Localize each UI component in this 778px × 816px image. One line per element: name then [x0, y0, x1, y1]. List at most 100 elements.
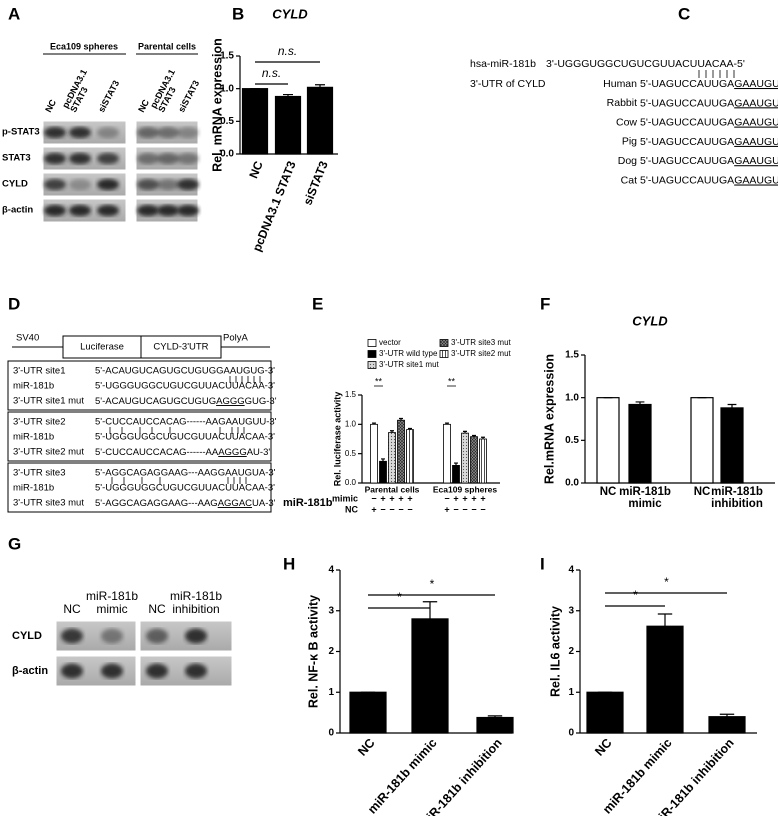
site-sequence: 5'-CUCCAUCCACAG------AAAGGGAU-3' [95, 447, 270, 458]
band [101, 628, 123, 644]
y-tick-label: 0.5 [345, 449, 357, 458]
band [61, 628, 83, 644]
species-name: Cat [621, 174, 637, 186]
binding-site: AGGG [216, 396, 245, 407]
bar [406, 429, 414, 484]
y-tick-label: 0.0 [345, 478, 357, 487]
bar [411, 618, 449, 734]
species-sequence: 5'-UAGUCCAUUGAGAAUGUAA-3' [640, 136, 778, 148]
band [137, 152, 159, 165]
binding-site: GAAUGU [734, 116, 778, 128]
row-label: p-STAT3 [2, 127, 40, 138]
binding-site: GAAUGU [734, 136, 778, 148]
species-sequence: 5'-UAGUCCAUUGAGAAUGUAA-3' [640, 174, 778, 186]
x-tick-label: NC [599, 486, 617, 498]
band [69, 204, 91, 217]
treatment-sign: − [371, 493, 376, 503]
band [185, 628, 207, 644]
treatment-sign: + [453, 493, 458, 503]
mirna-sequence: 3'-UGGGUGGCUGUCGUUACUUACAA-5' [546, 58, 745, 70]
bar [596, 397, 620, 484]
legend-label: 3'-UTR site3 mut [451, 338, 512, 347]
mirna-name: hsa-miR-181b [470, 58, 536, 70]
lane-label: NC [63, 602, 81, 616]
legend-label: vector [379, 338, 401, 347]
significance-label: n.s. [278, 44, 297, 58]
band [146, 628, 168, 644]
construct-label: SV40 [16, 333, 39, 344]
bar [452, 464, 460, 484]
y-tick-label: 0.5 [220, 116, 234, 127]
y-tick-label: 1.0 [565, 392, 579, 403]
band [157, 178, 179, 191]
x-tick-label: Parental cells [365, 484, 420, 494]
treatment-sign: − [407, 504, 412, 514]
site-sequence: 5'-UGGGUGGCUGUCGUUACUUACAA-3' [95, 432, 275, 443]
treatment-sign: − [389, 504, 394, 514]
binding-site: GAAUGU [734, 174, 778, 186]
error-bar [635, 401, 645, 405]
bar [708, 716, 746, 734]
species-sequence: 5'-UAGUCCAUUGAGAAUGUAA-3' [640, 155, 778, 167]
group-title: Eca109 spheres [50, 41, 118, 51]
site-sequence: 5'-ACAUGUCAGUGCUGUGGAAUGUG-3' [95, 366, 275, 377]
sequence-part: UA-3' [252, 498, 276, 509]
band [97, 152, 119, 165]
sequence-part: 5'-UAGUCCAUUGA [640, 136, 734, 148]
row-label: STAT3 [2, 153, 31, 164]
band [177, 178, 199, 191]
bar [349, 691, 387, 734]
species-name: Rabbit [607, 97, 637, 109]
chart-title: CYLD [632, 313, 668, 328]
y-axis-label: Rel. IL6 activity [548, 606, 562, 697]
y-tick-label: 1 [568, 687, 574, 698]
y-tick-label: 1.0 [345, 419, 357, 428]
band [69, 152, 91, 165]
bar [388, 432, 396, 484]
treatment-sign: + [407, 493, 412, 503]
sequence-part: 5'-UAGUCCAUUGA [640, 78, 734, 90]
site-sequence: 5'-UGGGUGGCUGUCGUUACUUACAA-3' [95, 483, 275, 494]
bar [443, 423, 451, 484]
pairing-marks [109, 70, 735, 484]
species-sequence: 5'-UAGUCCAUUGAGAAUGUAA-3' [640, 116, 778, 128]
band [157, 126, 179, 139]
significance-label: * [397, 590, 402, 604]
bar [720, 407, 744, 484]
sequence-part: AU-3' [247, 447, 271, 458]
sequence-part: 5'-UAGUCCAUUGA [640, 97, 734, 109]
band [185, 663, 207, 679]
panel-letter: C [678, 4, 690, 23]
treatment-sign: − [380, 504, 385, 514]
x-tick-label: NC [693, 486, 711, 498]
error-bar [487, 715, 503, 718]
treatment-sign: + [480, 493, 485, 503]
species-name: Human [603, 78, 637, 90]
band [69, 178, 91, 191]
legend-swatch [367, 350, 377, 358]
treatment-sign: + [398, 493, 403, 503]
band [97, 204, 119, 217]
species-name: Dog [618, 155, 637, 167]
treatment-sign: − [462, 504, 467, 514]
bar [461, 432, 469, 484]
error-bar [445, 422, 449, 425]
panel-letter: I [540, 554, 545, 573]
y-tick-label: 4 [328, 565, 334, 576]
construct-label: PolyA [223, 333, 248, 344]
y-tick-label: 1.5 [565, 350, 579, 361]
bar [690, 397, 714, 484]
band [69, 126, 91, 139]
site-label: 3'-UTR site3 [13, 468, 66, 479]
panel-letter: D [8, 294, 20, 313]
treatment-sign: − [480, 504, 485, 514]
site-sequence: 5'-CUCCAUCCACAG------AAGAAUGUU-3' [95, 417, 277, 428]
label-box: miR-181b inhibition [170, 590, 222, 616]
band [97, 178, 119, 191]
legend-label: 3'-UTR wild type [379, 349, 438, 358]
label-box: NC [148, 603, 165, 616]
chart-title: CYLD [272, 6, 308, 21]
error-bar [283, 93, 293, 97]
band [101, 663, 123, 679]
